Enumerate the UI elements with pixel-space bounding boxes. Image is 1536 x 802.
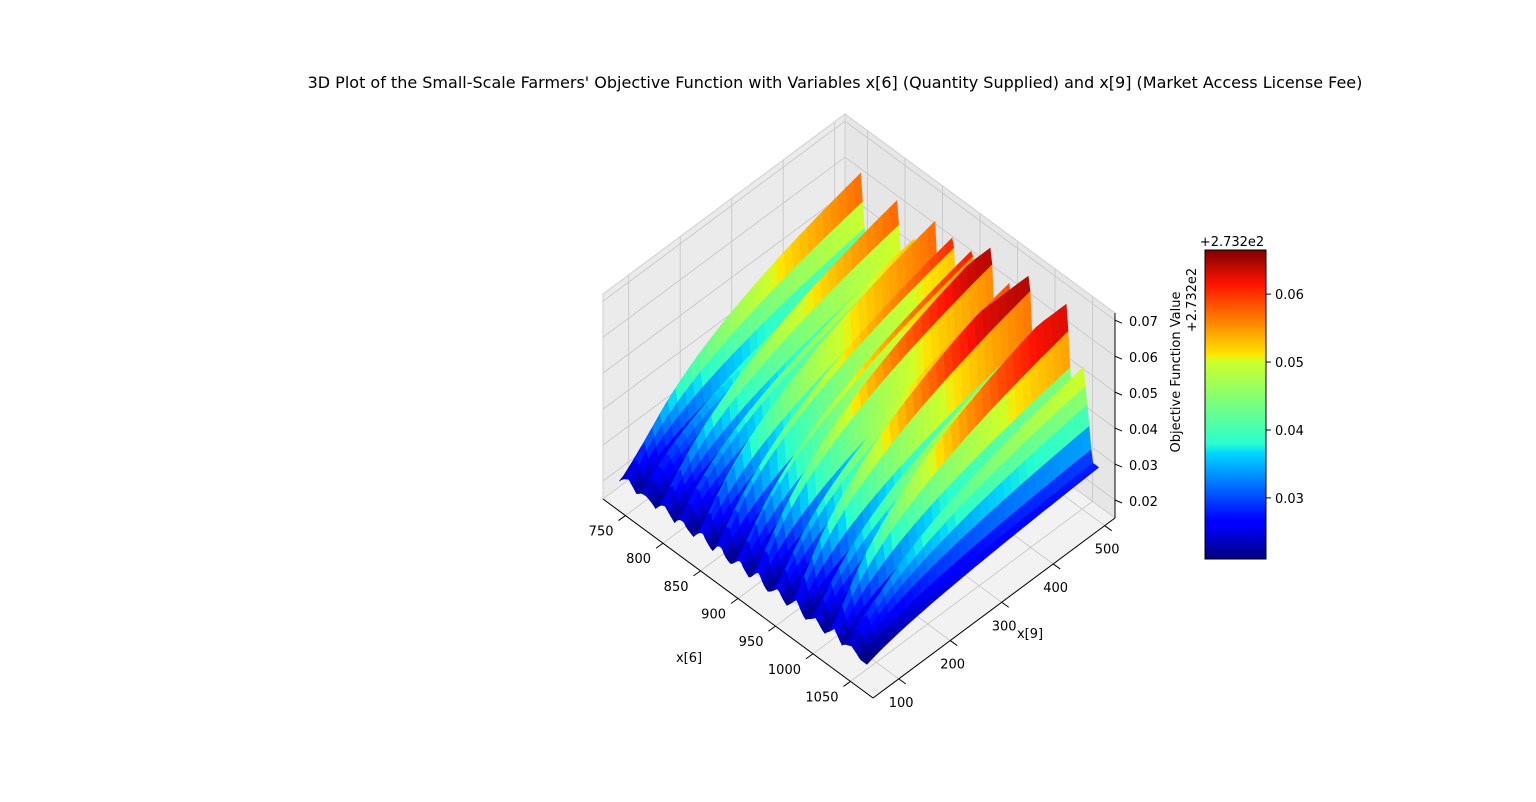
x-tick-label: 850 xyxy=(664,580,689,595)
x-tick-mark xyxy=(768,625,776,632)
colorbar-gradient xyxy=(1204,249,1267,560)
x-tick-label: 750 xyxy=(589,525,614,540)
z-tick-label: 0.05 xyxy=(1129,387,1158,402)
z-tick-label: 0.06 xyxy=(1129,351,1158,366)
surface xyxy=(619,172,1100,665)
z-tick-mark xyxy=(1114,427,1123,432)
colorbar-tick-label: 0.06 xyxy=(1275,288,1304,303)
grid-line-z xyxy=(602,120,1116,321)
z-tick-mark xyxy=(1114,319,1123,324)
x-tick-label: 1050 xyxy=(805,690,838,705)
y-tick-label: 400 xyxy=(1043,581,1068,596)
colorbar: +2.732e2 0.03 0.04 0.05 0.06 xyxy=(1200,235,1304,560)
x-tick-label: 950 xyxy=(739,635,764,650)
y-tick-mark xyxy=(1052,563,1061,570)
x-tick-mark xyxy=(655,542,664,549)
x-tick-mark xyxy=(618,515,626,521)
colorbar-tick-label: 0.04 xyxy=(1275,424,1304,439)
x-tick-mark xyxy=(805,653,814,660)
y-tick-mark xyxy=(1104,525,1112,532)
z-tick-label: 0.02 xyxy=(1129,495,1158,510)
x-tick-mark xyxy=(693,570,701,577)
colorbar-tick-label: 0.05 xyxy=(1275,356,1304,371)
chart-title: 3D Plot of the Small-Scale Farmers' Obje… xyxy=(308,73,1363,92)
y-tick-label: 100 xyxy=(889,696,914,711)
y-tick-label: 300 xyxy=(992,619,1017,634)
colorbar-tick-label: 0.03 xyxy=(1275,492,1304,507)
z-tick-mark xyxy=(1114,499,1123,504)
colorbar-offset-label: +2.732e2 xyxy=(1200,235,1264,250)
y-tick-label: 200 xyxy=(940,658,965,673)
x-tick-mark xyxy=(843,681,851,687)
x-tick-label: 900 xyxy=(701,608,726,623)
x-tick-label: 800 xyxy=(626,552,651,567)
y-tick-mark xyxy=(898,678,907,685)
grid-line-x xyxy=(850,296,1093,682)
z-tick-mark xyxy=(1114,463,1123,468)
y-axis-label: x[9] xyxy=(1017,627,1043,642)
y-tick-mark xyxy=(1001,601,1010,608)
z-tick-label: 0.03 xyxy=(1129,459,1158,474)
z-axis-offset-label: +2.732e2 xyxy=(1185,268,1200,332)
y-tick-mark xyxy=(949,640,958,646)
z-axis-label: Objective Function Value xyxy=(1169,292,1184,453)
x-tick-mark xyxy=(730,598,739,604)
z-tick-label: 0.07 xyxy=(1129,315,1158,330)
x-tick-label: 1000 xyxy=(768,663,801,678)
z-tick-mark xyxy=(1114,355,1123,360)
y-tick-label: 500 xyxy=(1095,543,1120,558)
x-axis-label: x[6] xyxy=(676,651,702,666)
z-tick-mark xyxy=(1114,391,1123,396)
z-tick-label: 0.04 xyxy=(1129,423,1158,438)
